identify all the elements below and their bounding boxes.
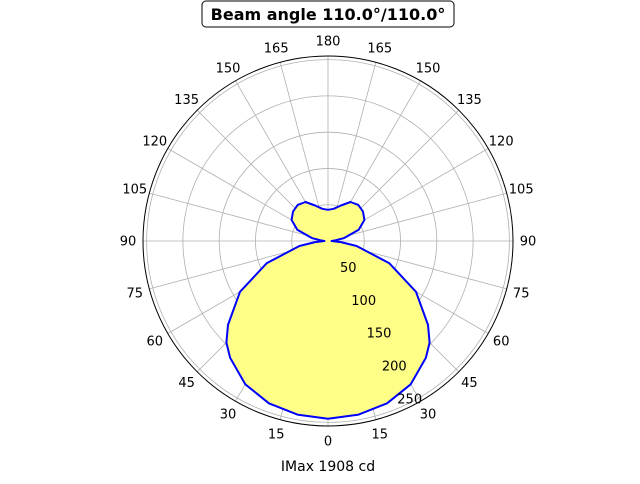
series-layer bbox=[225, 201, 431, 420]
angle-tick-label: 120 bbox=[142, 135, 167, 150]
angle-tick-labels: 0 15 15 30 30 45 45 60 60 75 75 90 90 105 105 120 120 135… bbox=[120, 35, 537, 450]
angle-tick-label: 15 bbox=[372, 428, 389, 443]
angle-tick-label: 30 bbox=[420, 408, 437, 423]
radial-tick-labels: 50 100 150 200 250 bbox=[340, 261, 422, 408]
angle-tick-label: 60 bbox=[147, 335, 164, 350]
angle-tick-label: 135 bbox=[457, 93, 482, 108]
angle-tick-label: 150 bbox=[216, 61, 241, 76]
angle-tick-label: 0 bbox=[324, 435, 332, 450]
angle-tick-label: 15 bbox=[268, 428, 285, 443]
angle-tick-label: 135 bbox=[174, 93, 199, 108]
angle-tick-label: 165 bbox=[367, 41, 392, 56]
angle-tick-label: 90 bbox=[120, 235, 137, 250]
radial-tick-label: 250 bbox=[397, 392, 422, 407]
x-axis-label: IMax 1908 cd bbox=[281, 459, 375, 475]
angle-tick-label: 75 bbox=[513, 286, 530, 301]
radial-tick-label: 200 bbox=[382, 360, 407, 375]
angle-tick-label: 120 bbox=[489, 135, 514, 150]
angle-tick-label: 180 bbox=[316, 35, 341, 50]
chart-title-box: Beam angle 110.0°/110.0° bbox=[201, 0, 455, 28]
angle-tick-label: 60 bbox=[493, 335, 510, 350]
angle-tick-label: 45 bbox=[178, 376, 195, 391]
grid-spoke bbox=[149, 192, 329, 242]
angle-tick-label: 105 bbox=[122, 183, 147, 198]
angle-tick-label: 75 bbox=[127, 286, 144, 301]
angle-tick-label: 30 bbox=[220, 408, 237, 423]
angle-tick-label: 90 bbox=[520, 235, 537, 250]
radial-tick-label: 50 bbox=[340, 261, 357, 276]
grid-spoke bbox=[327, 192, 507, 242]
outer-frame bbox=[142, 55, 514, 427]
angle-tick-label: 45 bbox=[461, 376, 478, 391]
series-line bbox=[225, 201, 431, 420]
radial-tick-label: 150 bbox=[367, 327, 392, 342]
angle-tick-label: 165 bbox=[264, 41, 289, 56]
angle-tick-label: 150 bbox=[416, 61, 441, 76]
chart-title: Beam angle 110.0°/110.0° bbox=[211, 5, 446, 24]
series-fill bbox=[226, 202, 430, 419]
radial-tick-label: 100 bbox=[351, 294, 376, 309]
angle-tick-label: 105 bbox=[509, 183, 534, 198]
